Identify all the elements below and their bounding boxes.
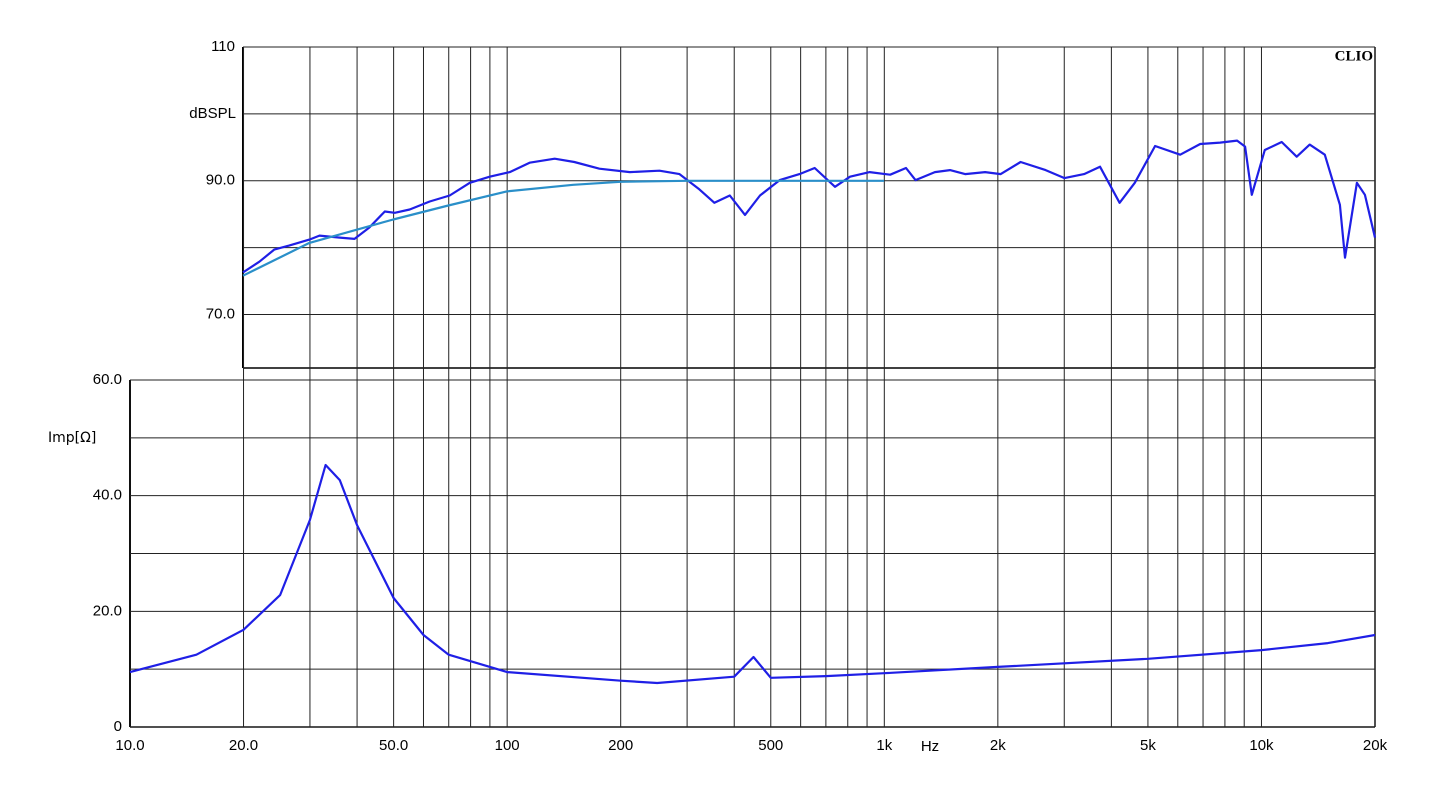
data-line — [242, 139, 1377, 274]
y-tick-label: 0 — [114, 718, 122, 735]
x-tick-label: 10.0 — [115, 737, 144, 754]
x-tick-label: 10k — [1249, 737, 1274, 754]
data-line — [129, 463, 1376, 685]
x-tick-label: 2k — [990, 737, 1006, 754]
y-axis-label: Imp[Ω] — [48, 430, 96, 446]
x-tick-label: 100 — [495, 737, 520, 754]
y-tick-label: 70.0 — [206, 305, 235, 322]
y-tick-label: 20.0 — [93, 602, 122, 619]
y-axis-label: dBSPL — [189, 105, 236, 122]
y-tick-label: 90.0 — [206, 172, 235, 189]
x-axis-label: Hz — [921, 738, 939, 755]
x-tick-label: 500 — [758, 737, 783, 754]
x-tick-label: 20.0 — [229, 737, 258, 754]
y-tick-label: 110 — [211, 38, 235, 55]
x-tick-label: 50.0 — [379, 737, 408, 754]
x-tick-label: 200 — [608, 737, 633, 754]
y-tick-label: 40.0 — [93, 487, 122, 504]
x-tick-label: 5k — [1140, 737, 1156, 754]
watermark: CLIO — [1335, 48, 1373, 64]
data-line — [242, 179, 885, 277]
x-tick-label: 20k — [1363, 737, 1388, 754]
y-tick-label: 60.0 — [93, 371, 122, 388]
x-tick-label: 1k — [876, 737, 892, 754]
